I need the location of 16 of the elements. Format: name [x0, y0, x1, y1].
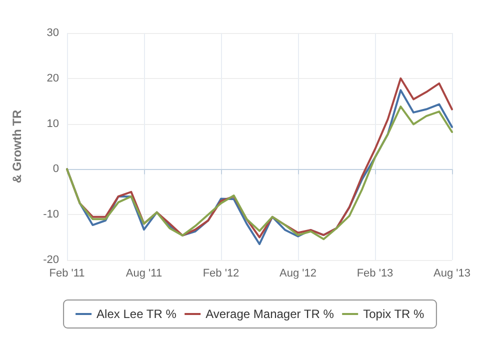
y-tick-label: 0 [52, 163, 59, 176]
y-tick-label: 30 [46, 27, 59, 39]
x-tick-label: Aug '12 [280, 268, 316, 280]
y-tick-label: -20 [43, 254, 59, 266]
y-tick-label: 20 [46, 72, 59, 84]
legend-label: Average Manager TR % [206, 307, 334, 321]
y-axis-title: & Growth TR [10, 110, 24, 184]
x-tick-label: Aug '13 [434, 268, 470, 280]
legend-label: Alex Lee TR % [96, 307, 177, 321]
legend-label: Topix TR % [363, 307, 425, 321]
x-tick-label: Feb '13 [356, 268, 394, 280]
y-tick-label: -10 [43, 208, 59, 221]
x-tick-label: Feb '11 [49, 268, 85, 280]
x-tick-label: Aug '11 [126, 268, 162, 280]
x-tick-label: Feb '12 [202, 268, 240, 280]
y-tick-label: 10 [46, 118, 59, 130]
